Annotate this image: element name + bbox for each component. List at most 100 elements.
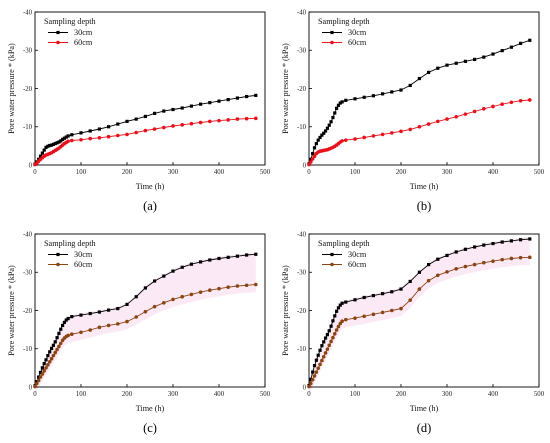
data-point-30cm: [336, 306, 341, 310]
x-tick-label: 500: [534, 169, 545, 176]
data-point-60cm: [321, 354, 326, 359]
x-tick-label: 500: [260, 169, 271, 176]
data-point-30cm: [254, 252, 258, 256]
data-point-60cm: [390, 131, 394, 135]
data-point-60cm: [97, 136, 102, 140]
data-point-60cm: [318, 362, 322, 367]
y-tick-label: -30: [23, 270, 33, 277]
legend-marker: [56, 252, 60, 257]
x-tick-label: 300: [168, 391, 179, 398]
data-point-30cm: [51, 142, 55, 146]
data-point-60cm: [125, 319, 129, 324]
y-axis-label: Pore water pressure * (kPa): [281, 265, 290, 356]
data-point-60cm: [226, 285, 230, 289]
x-tick-label: 100: [76, 391, 87, 398]
data-point-30cm: [333, 111, 337, 115]
x-tick-label: 400: [488, 391, 499, 398]
x-tick-label: 400: [214, 391, 225, 398]
data-point-30cm: [329, 120, 333, 124]
data-point-30cm: [189, 262, 193, 266]
data-point-60cm: [417, 124, 422, 129]
data-point-30cm: [70, 315, 74, 319]
x-axis-label: Time (h): [136, 404, 165, 413]
data-point-30cm: [64, 135, 68, 139]
data-point-30cm: [320, 344, 324, 348]
data-point-60cm: [116, 322, 120, 326]
data-point-60cm: [180, 123, 184, 127]
y-tick-label: -10: [23, 124, 33, 131]
data-point-60cm: [353, 137, 357, 141]
data-point-60cm: [380, 132, 385, 137]
legend-label: 60cm: [74, 38, 93, 47]
data-point-60cm: [106, 323, 111, 328]
data-point-60cm: [53, 350, 58, 355]
panel-caption: (c): [143, 421, 157, 435]
data-point-60cm: [344, 138, 348, 142]
data-point-30cm: [500, 240, 504, 244]
data-point-60cm: [162, 125, 166, 130]
data-point-30cm: [116, 122, 120, 126]
data-point-60cm: [445, 270, 449, 274]
data-point-30cm: [473, 57, 477, 62]
data-point-60cm: [49, 356, 54, 361]
data-point-30cm: [59, 327, 63, 331]
y-tick-label: -20: [297, 308, 307, 315]
data-point-30cm: [171, 269, 175, 273]
data-point-30cm: [62, 320, 67, 324]
data-point-60cm: [162, 301, 166, 305]
data-point-30cm: [427, 70, 431, 75]
data-point-60cm: [436, 119, 440, 124]
data-point-60cm: [353, 316, 357, 320]
data-point-30cm: [445, 253, 449, 258]
data-point-60cm: [500, 102, 504, 106]
series-line-60cm: [308, 256, 530, 387]
data-point-30cm: [97, 127, 101, 131]
data-point-30cm: [417, 76, 421, 81]
data-point-30cm: [408, 83, 412, 88]
legend-marker: [56, 262, 60, 267]
y-axis-label: Pore water pressure * (kPa): [7, 43, 16, 134]
data-point-30cm: [344, 98, 348, 102]
data-point-60cm: [312, 374, 317, 378]
y-tick-label: -40: [23, 9, 33, 16]
data-point-60cm: [125, 132, 129, 137]
x-tick-label: 200: [122, 169, 133, 176]
data-point-30cm: [312, 363, 317, 368]
data-point-30cm: [40, 366, 44, 370]
data-point-30cm: [491, 241, 495, 246]
data-point-30cm: [335, 309, 339, 313]
data-point-60cm: [329, 339, 333, 344]
data-point-60cm: [325, 347, 330, 351]
data-point-60cm: [491, 259, 495, 263]
data-point-60cm: [66, 139, 70, 144]
data-point-60cm: [116, 133, 120, 138]
data-point-60cm: [152, 127, 157, 131]
data-point-60cm: [310, 157, 315, 161]
data-point-30cm: [528, 38, 532, 42]
data-point-60cm: [189, 292, 194, 297]
data-point-60cm: [55, 347, 59, 352]
y-tick-label: -30: [297, 270, 307, 277]
data-point-30cm: [55, 336, 59, 340]
data-point-60cm: [399, 129, 403, 134]
data-point-60cm: [463, 264, 468, 269]
data-point-60cm: [309, 160, 313, 164]
panel-caption: (b): [417, 199, 432, 213]
legend-label: 30cm: [74, 250, 93, 259]
data-point-60cm: [36, 378, 41, 383]
data-point-30cm: [325, 332, 329, 337]
data-point-30cm: [390, 290, 394, 294]
data-point-30cm: [333, 314, 337, 318]
data-point-60cm: [362, 314, 366, 319]
data-point-30cm: [35, 380, 39, 384]
data-point-30cm: [331, 319, 335, 323]
data-point-60cm: [143, 309, 148, 314]
data-point-30cm: [327, 329, 331, 333]
y-tick-label: -10: [297, 124, 307, 131]
data-point-30cm: [316, 138, 320, 142]
data-point-60cm: [344, 317, 348, 322]
data-point-60cm: [362, 135, 366, 140]
data-point-60cm: [436, 273, 440, 278]
x-tick-label: 100: [350, 169, 361, 176]
data-point-30cm: [88, 311, 92, 316]
